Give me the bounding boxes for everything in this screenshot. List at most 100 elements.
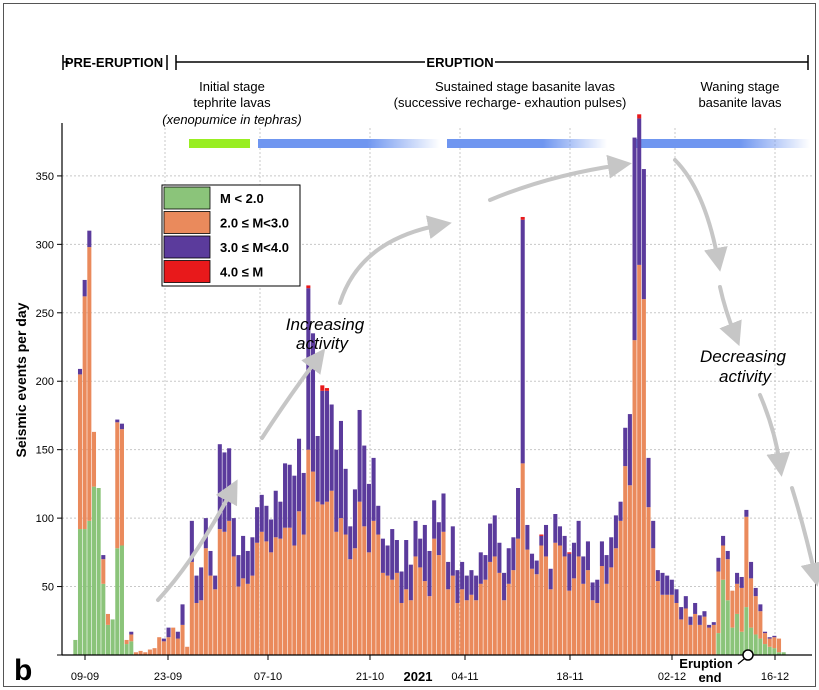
eruption-end-label: end [698,670,721,685]
bar-segment-m-2-3 [348,559,353,655]
bar-segment-m-3-4 [77,368,83,375]
bar-segment-m-2-3 [432,538,437,655]
bar-segment-m-2-3 [87,247,92,521]
phase-bar: PRE-ERUPTION ERUPTION [62,52,809,72]
bar-segment-m-3-4 [455,570,460,603]
stage-initial-line2: tephrite lavas [193,95,271,110]
bar-segment-m-2-3 [502,600,507,655]
x-tick-label: 21-10 [356,671,384,683]
bar-segment-m-2-3 [301,534,306,655]
bar-segment-m-3-4 [413,520,418,557]
bar-segment-m-lt-2 [87,520,92,655]
bar-segment-m-3-4 [115,419,120,423]
bar-segment-m-lt-2 [129,641,134,655]
bar-segment-m-2-3 [516,538,521,655]
bar-segment-m-2-3 [236,586,241,655]
bar-segment-m-2-3 [534,574,539,655]
bar-segment-m-3-4 [404,540,409,590]
bar-segment-m-2-3 [91,431,97,487]
bar-segment-m-3-4 [520,219,525,464]
eruption-end-label: Eruption [679,656,732,671]
trend-arrow [488,154,632,202]
bar-segment-m-2-3 [767,638,772,647]
bar-segment-m-3-4 [469,570,474,595]
bar-segment-m-ge-4 [320,385,325,391]
bar-segment-m-2-3 [124,639,129,645]
bar-segment-m-2-3 [269,552,274,655]
bar-segment-m-3-4 [310,333,316,472]
bar-segment-m-3-4 [348,526,353,560]
trend-arrow [673,158,728,272]
bar-segment-m-lt-2 [721,579,726,655]
bar-segment-m-3-4 [436,522,441,556]
bar-segment-m-2-3 [259,531,264,655]
bar-segment-m-2-3 [753,596,758,635]
bar-segment-m-3-4 [488,523,493,562]
bar-segment-m-2-3 [366,552,371,655]
bar-segment-m-lt-2 [730,627,735,655]
bar-segment-m-2-3 [646,507,651,655]
trend-arrow [260,348,326,440]
bar-segment-m-3-4 [772,635,777,638]
legend-label: M < 2.0 [220,191,264,206]
bar-segment-m-lt-2 [763,644,768,655]
bar-segment-m-2-3 [716,571,721,634]
legend-swatch [163,260,211,283]
bar-segment-m-3-4 [427,550,432,597]
bar-segment-m-3-4 [679,607,684,620]
bar-segment-m-3-4 [357,409,362,502]
bar-segment-m-3-4 [539,535,544,546]
bar-segment-m-2-3 [245,583,250,655]
plot-area: 50 100 150 200 250 300 350 09-09 23-09 07-10 21-10… [13,114,819,687]
bar-segment-m-2-3 [469,594,474,655]
bar-segment-m-3-4 [422,524,427,582]
bar-segment-m-3-4 [613,515,618,549]
bar-segment-m-lt-2 [119,545,124,655]
bar-segment-m-2-3 [217,529,222,655]
bar-segment-m-2-3 [250,575,255,655]
pre-eruption-label: PRE-ERUPTION [65,55,163,70]
legend-label: 3.0 ≤ M<4.0 [220,240,289,255]
bar-segment-m-3-4 [222,452,227,532]
stage-waning-line1: Waning stage [700,79,779,94]
bar-segment-m-3-4 [571,542,576,579]
bar-segment-m-3-4 [725,550,730,560]
bar-segment-m-2-3 [478,583,483,655]
bar-segment-m-3-4 [530,553,535,569]
bar-segment-m-lt-2 [749,627,754,655]
bar-segment-m-3-4 [655,570,660,582]
bar-segment-m-2-3 [772,637,777,649]
bar-segment-m-2-3 [334,531,339,655]
bar-segment-m-3-4 [478,552,483,584]
bar-segment-m-3-4 [338,420,343,519]
bar-segment-m-3-4 [474,575,479,601]
trend-arrow [718,285,742,347]
x-tick-label: 07-10 [254,671,282,683]
bar-segment-m-3-4 [702,611,707,617]
bar-segment-m-2-3 [82,296,87,530]
bar-segment-m-3-4 [278,501,283,539]
trend-arrow [156,479,238,602]
stage-bar-waning [634,139,810,148]
bar-segment-m-2-3 [292,545,297,655]
bar-segment-m-2-3 [595,602,600,655]
bar-segment-m-3-4 [329,404,334,491]
legend-label: 4.0 ≤ M [220,265,263,280]
bar-segment-m-lt-2 [767,646,772,655]
bar-segment-m-2-3 [674,602,679,655]
bar-segment-m-3-4 [599,541,604,567]
bar-segment-m-2-3 [166,637,171,655]
bar-segment-m-2-3 [441,531,446,655]
bar-segment-m-2-3 [329,490,334,655]
bar-segment-m-3-4 [175,631,180,639]
bar-segment-m-3-4 [516,488,521,539]
bar-segment-m-lt-2 [115,548,120,655]
bar-segment-m-lt-2 [716,633,721,655]
bar-segment-m-3-4 [245,550,250,584]
bar-segment-m-3-4 [460,561,465,590]
bar-segment-m-2-3 [105,613,110,625]
bar-segment-m-3-4 [660,572,665,595]
bar-segment-m-lt-2 [82,529,87,655]
bar-segment-m-3-4 [548,568,553,590]
bar-segment-m-3-4 [385,545,390,576]
